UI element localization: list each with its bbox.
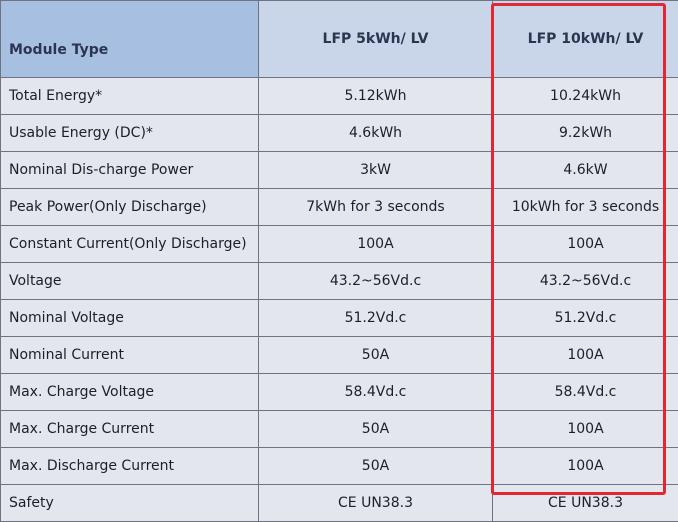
table-cell: Max. Charge Voltage (1, 374, 259, 411)
table-cell: 4.6kW (493, 152, 678, 189)
table-cell: 4.6kWh (259, 115, 493, 152)
table-cell: 51.2Vd.c (259, 300, 493, 337)
table-cell: 100A (493, 448, 678, 485)
table-cell: Nominal Dis-charge Power (1, 152, 259, 189)
table-cell: Max. Charge Current (1, 411, 259, 448)
table-cell: 3kW (259, 152, 493, 189)
table-cell: 100A (493, 411, 678, 448)
table-cell: 50A (259, 337, 493, 374)
table-cell: 100A (259, 226, 493, 263)
table-cell: 43.2~56Vd.c (493, 263, 678, 300)
table-cell: CE UN38.3 (493, 485, 678, 522)
table-cell: 50A (259, 411, 493, 448)
table-cell: Nominal Current (1, 337, 259, 374)
table-cell: 51.2Vd.c (493, 300, 678, 337)
table-cell: Total Energy* (1, 78, 259, 115)
table-cell: Safety (1, 485, 259, 522)
table-cell: 58.4Vd.c (259, 374, 493, 411)
table-cell: Constant Current(Only Discharge) (1, 226, 259, 263)
table-cell: CE UN38.3 (259, 485, 493, 522)
table-cell: 100A (493, 226, 678, 263)
table-cell: 100A (493, 337, 678, 374)
table-cell: Max. Discharge Current (1, 448, 259, 485)
table-cell: 10kWh for 3 seconds (493, 189, 678, 226)
table-cell: Usable Energy (DC)* (1, 115, 259, 152)
table-cell: 5.12kWh (259, 78, 493, 115)
table-cell: 10.24kWh (493, 78, 678, 115)
table-cell: 9.2kWh (493, 115, 678, 152)
table-cell: 58.4Vd.c (493, 374, 678, 411)
table-cell: 7kWh for 3 seconds (259, 189, 493, 226)
table-cell: 43.2~56Vd.c (259, 263, 493, 300)
page: Module Type LFP 5kWh/ LV LFP 10kWh/ LV T… (0, 0, 678, 500)
table-cell: Nominal Voltage (1, 300, 259, 337)
header-cell: LFP 5kWh/ LV (259, 1, 493, 78)
table-cell: Peak Power(Only Discharge) (1, 189, 259, 226)
header-cell: LFP 10kWh/ LV (493, 1, 678, 78)
table-row: Peak Power(Only Discharge)7kWh for 3 sec… (1, 189, 678, 226)
header-row: Module Type LFP 5kWh/ LV LFP 10kWh/ LV (1, 1, 678, 78)
header-cell: Module Type (1, 1, 259, 78)
table-cell: 50A (259, 448, 493, 485)
table-cell: Voltage (1, 263, 259, 300)
